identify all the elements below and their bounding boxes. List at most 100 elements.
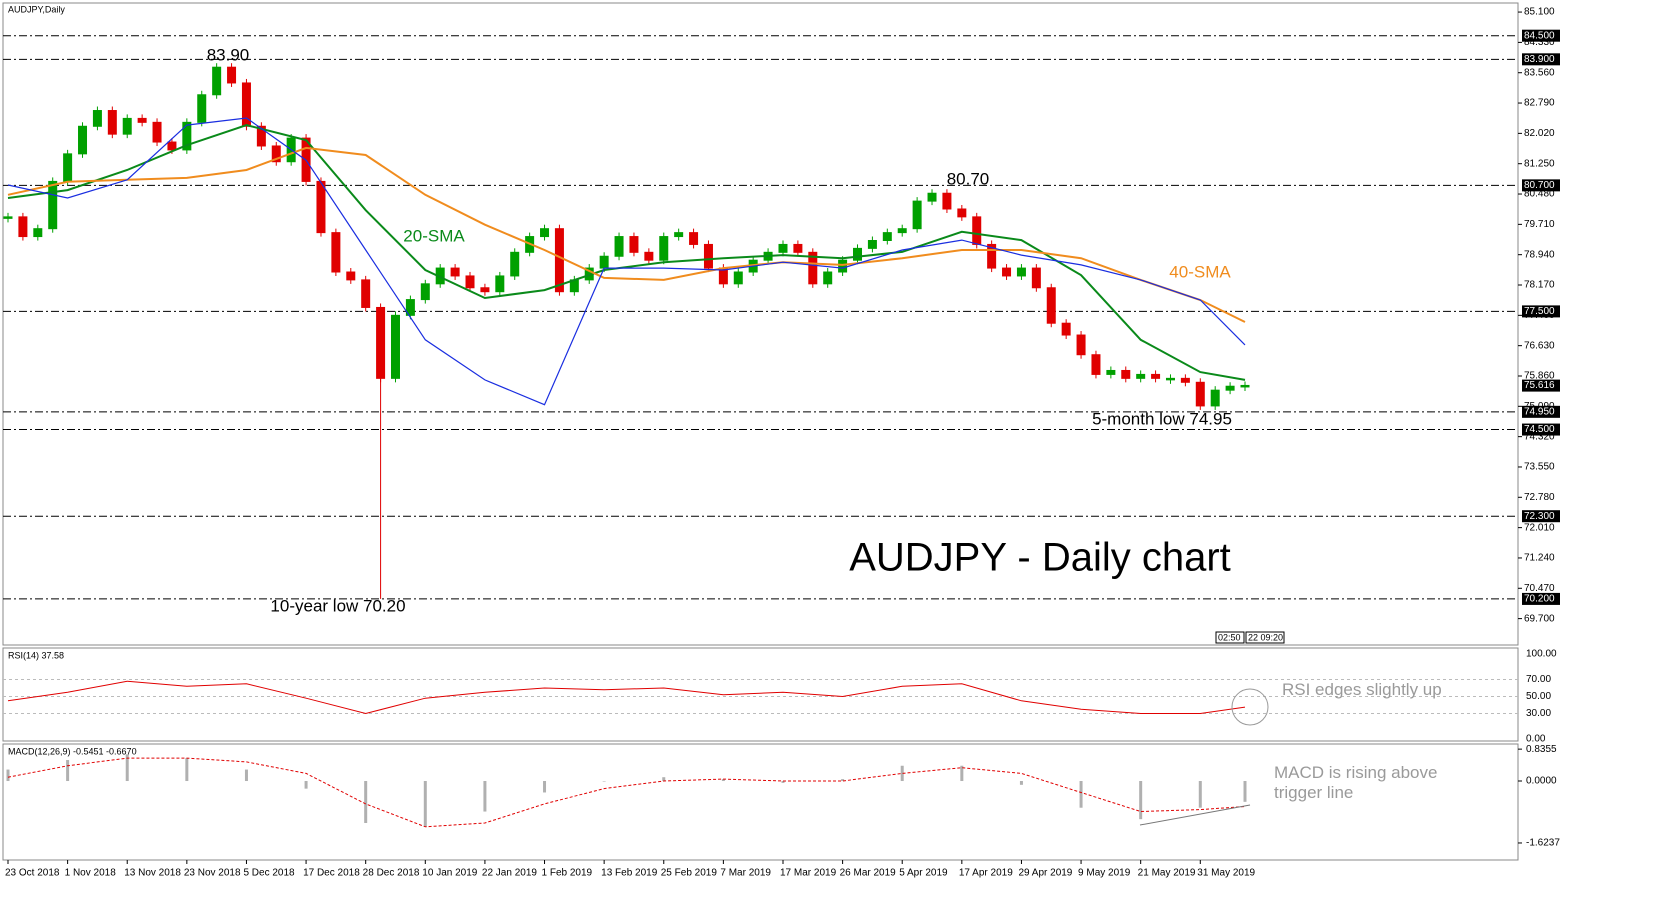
y-tick-label: 82.790 [1524, 98, 1555, 109]
candle [1016, 267, 1026, 277]
candle [1225, 385, 1235, 391]
candle [838, 259, 848, 273]
annotation: 5-month low 74.95 [1092, 409, 1232, 428]
candle [241, 82, 251, 127]
macd-bar [304, 781, 308, 789]
y-tick-label: 83.560 [1524, 67, 1555, 78]
annotation: 83.90 [207, 45, 250, 64]
candle [1121, 369, 1131, 379]
candle [987, 243, 997, 269]
candle [689, 232, 699, 245]
main-pane [2, 2, 1519, 646]
candle [78, 125, 88, 155]
candle [823, 271, 833, 285]
y-tick-label: 84.330 [1524, 37, 1555, 48]
x-tick-label: 5 Dec 2018 [243, 868, 295, 879]
macd-bar [1139, 781, 1143, 820]
rsi-note: RSI edges slightly up [1282, 680, 1442, 699]
candle [256, 125, 266, 147]
series-label: 40-SMA [1169, 262, 1231, 281]
last-price-label: 75.616 [1524, 380, 1555, 391]
ma-line [7, 124, 1246, 381]
macd-pane [2, 743, 1519, 861]
x-tick-label: 29 Apr 2019 [1018, 868, 1072, 879]
y-tick-label: 81.250 [1524, 158, 1555, 169]
macd-bar [185, 758, 189, 782]
rsi-tick-label: 70.00 [1526, 674, 1551, 685]
level-label: 77.500 [1524, 306, 1555, 317]
candle [331, 232, 341, 273]
candle [316, 180, 326, 234]
candle [614, 236, 624, 257]
y-tick-label: 69.700 [1524, 613, 1555, 624]
x-tick-label: 13 Feb 2019 [601, 868, 658, 879]
x-tick-label: 1 Nov 2018 [65, 868, 117, 879]
candle [778, 243, 788, 253]
rsi-tick-label: 100.00 [1526, 649, 1557, 660]
macd-tick-label: -1.6237 [1526, 838, 1560, 849]
candle [703, 243, 713, 269]
macd-bar [244, 769, 248, 782]
candle [137, 117, 147, 123]
macd-bar [602, 781, 606, 782]
candle [853, 247, 863, 261]
macd-bar [900, 765, 904, 782]
x-tick-label: 10 Jan 2019 [422, 868, 477, 879]
candle [1002, 267, 1012, 277]
level-label: 74.950 [1524, 406, 1555, 417]
level-box [1522, 305, 1560, 318]
y-tick-label: 71.240 [1524, 553, 1555, 564]
x-tick-label: 5 Apr 2019 [899, 868, 948, 879]
y-tick-label: 85.100 [1524, 7, 1555, 18]
candle [107, 110, 117, 135]
rsi-tick-label: 0.00 [1526, 734, 1546, 745]
macd-bar [841, 779, 845, 782]
candle [48, 180, 58, 230]
candle [3, 216, 13, 219]
time-box-label: 22 09:20 [1248, 632, 1283, 642]
rsi-tick-label: 30.00 [1526, 708, 1551, 719]
candle [63, 153, 73, 182]
x-tick-label: 22 Jan 2019 [482, 868, 537, 879]
macd-bar [721, 779, 725, 782]
macd-bar [125, 754, 129, 782]
macd-title: MACD(12,26,9) -0.5451 -0.6670 [8, 746, 137, 756]
macd-bar [6, 769, 10, 782]
candle [122, 117, 132, 135]
x-tick-label: 26 Mar 2019 [840, 868, 897, 879]
candle [867, 240, 877, 249]
candle [882, 232, 892, 242]
level-label: 83.900 [1524, 54, 1555, 65]
rsi-line [7, 680, 1246, 715]
candle [1165, 377, 1175, 381]
macd-bar [483, 781, 487, 812]
candle [376, 306, 386, 379]
x-tick-label: 17 Dec 2018 [303, 868, 360, 879]
candle [644, 251, 654, 261]
level-box [1522, 592, 1560, 605]
macd-bar [960, 765, 964, 782]
candle [927, 192, 937, 202]
candle [972, 216, 982, 245]
candle [227, 66, 237, 84]
level-box [1522, 510, 1560, 523]
macd-trend [1139, 804, 1251, 826]
level-label: 84.500 [1524, 30, 1555, 41]
rsi-pane [2, 647, 1519, 742]
time-box [1215, 631, 1245, 644]
level-box [1522, 53, 1560, 66]
x-tick-label: 17 Mar 2019 [780, 868, 837, 879]
candle [1031, 267, 1041, 289]
level-box [1522, 423, 1560, 436]
y-tick-label: 80.480 [1524, 189, 1555, 200]
level-label: 70.200 [1524, 594, 1555, 605]
rsi-title: RSI(14) 37.58 [8, 650, 64, 660]
candle [271, 145, 281, 163]
candle [1091, 354, 1101, 375]
x-tick-label: 23 Nov 2018 [184, 868, 241, 879]
macd-bar [1198, 781, 1202, 808]
candle [1046, 287, 1056, 324]
candle [912, 200, 922, 230]
rsi-tick-label: 50.00 [1526, 691, 1551, 702]
candle [510, 251, 520, 277]
